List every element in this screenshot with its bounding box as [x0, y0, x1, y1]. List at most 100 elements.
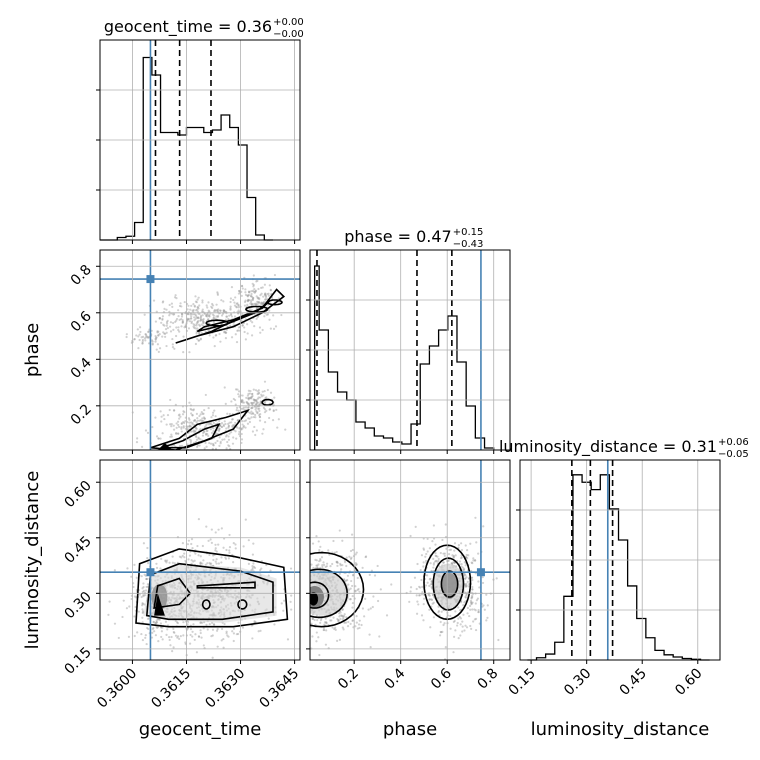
sample-point	[125, 335, 128, 339]
sample-point	[268, 318, 271, 321]
sample-point	[351, 606, 354, 609]
sample-point	[197, 296, 200, 299]
sample-point	[205, 313, 208, 316]
sample-point	[228, 546, 232, 549]
sample-point	[201, 299, 204, 302]
sample-point	[307, 599, 309, 601]
sample-point	[211, 313, 214, 316]
sample-point	[215, 629, 219, 632]
sample-point	[218, 332, 221, 336]
sample-point	[421, 590, 424, 594]
sample-point	[194, 327, 197, 330]
sample-point	[246, 401, 249, 404]
sample-point	[241, 626, 245, 629]
sample-point	[231, 425, 234, 428]
sample-point	[164, 620, 168, 623]
sample-point	[138, 326, 142, 329]
sample-point	[338, 529, 341, 532]
sample-point	[205, 304, 208, 307]
sample-point	[140, 575, 143, 578]
sample-point	[486, 604, 489, 607]
sample-point	[356, 576, 359, 580]
sample-point	[113, 569, 116, 572]
pair-grid	[310, 460, 510, 660]
sample-point	[472, 620, 475, 623]
density-contour-small	[266, 299, 283, 306]
sample-point	[205, 423, 208, 426]
sample-point	[207, 406, 210, 410]
sample-point	[263, 293, 267, 296]
sample-point	[453, 549, 456, 552]
sample-point	[336, 617, 339, 621]
sample-point	[212, 320, 215, 324]
sample-point	[420, 578, 423, 582]
sample-point	[250, 302, 254, 305]
sample-point	[201, 419, 204, 423]
sample-point	[190, 559, 193, 562]
sample-point	[468, 614, 471, 618]
sample-point	[253, 325, 256, 328]
sample-point	[197, 436, 200, 439]
sample-point	[257, 389, 260, 392]
sample-point	[225, 630, 228, 633]
sample-point	[205, 525, 208, 528]
sample-point	[451, 554, 454, 557]
sample-point	[322, 561, 325, 564]
sample-point	[305, 594, 307, 596]
sample-point	[218, 436, 221, 439]
sample-point	[238, 289, 241, 293]
sample-point	[113, 622, 117, 625]
sample-point	[155, 310, 158, 313]
y-tick-label: 0.30	[61, 589, 94, 622]
sample-point	[463, 573, 466, 576]
sample-point	[237, 390, 241, 393]
sample-point	[194, 313, 197, 316]
sample-point	[263, 401, 267, 404]
sample-point	[344, 621, 348, 624]
sample-point	[333, 551, 336, 554]
sample-point	[182, 351, 185, 354]
sample-point	[241, 399, 244, 402]
sample-point	[170, 423, 173, 426]
sample-point	[175, 432, 178, 435]
sample-point	[180, 444, 184, 447]
sample-point	[200, 411, 203, 414]
sample-point	[194, 552, 197, 555]
sample-point	[172, 627, 175, 631]
sample-point	[137, 347, 140, 350]
sample-point	[211, 656, 214, 659]
sample-point	[231, 442, 235, 445]
sample-point	[314, 558, 317, 561]
sample-point	[361, 607, 365, 610]
sample-point	[246, 300, 250, 303]
sample-point	[437, 609, 441, 613]
sample-point	[215, 309, 218, 312]
sample-point	[301, 597, 303, 599]
sample-point	[252, 415, 255, 419]
sample-point	[240, 294, 243, 297]
sample-point	[249, 396, 252, 399]
sample-point	[186, 317, 189, 320]
x-tick-label: 0.15	[506, 666, 539, 699]
sample-point	[194, 342, 198, 346]
sample-point	[316, 619, 319, 622]
sample-point	[216, 645, 219, 648]
sample-point	[161, 318, 164, 321]
sample-point	[211, 304, 215, 307]
sample-point	[197, 518, 200, 521]
sample-point	[247, 397, 250, 400]
sample-point	[181, 319, 184, 322]
sample-point	[214, 317, 217, 320]
sample-point	[273, 396, 276, 399]
sample-point	[215, 558, 218, 561]
sample-point	[142, 594, 145, 597]
sample-point	[253, 425, 256, 429]
sample-point	[223, 331, 226, 334]
sample-point	[194, 300, 198, 303]
sample-point	[313, 618, 316, 622]
sample-point	[188, 425, 191, 428]
sample-point	[355, 551, 358, 554]
sample-point	[252, 296, 255, 299]
sample-point	[247, 290, 251, 293]
sample-point	[273, 623, 276, 626]
